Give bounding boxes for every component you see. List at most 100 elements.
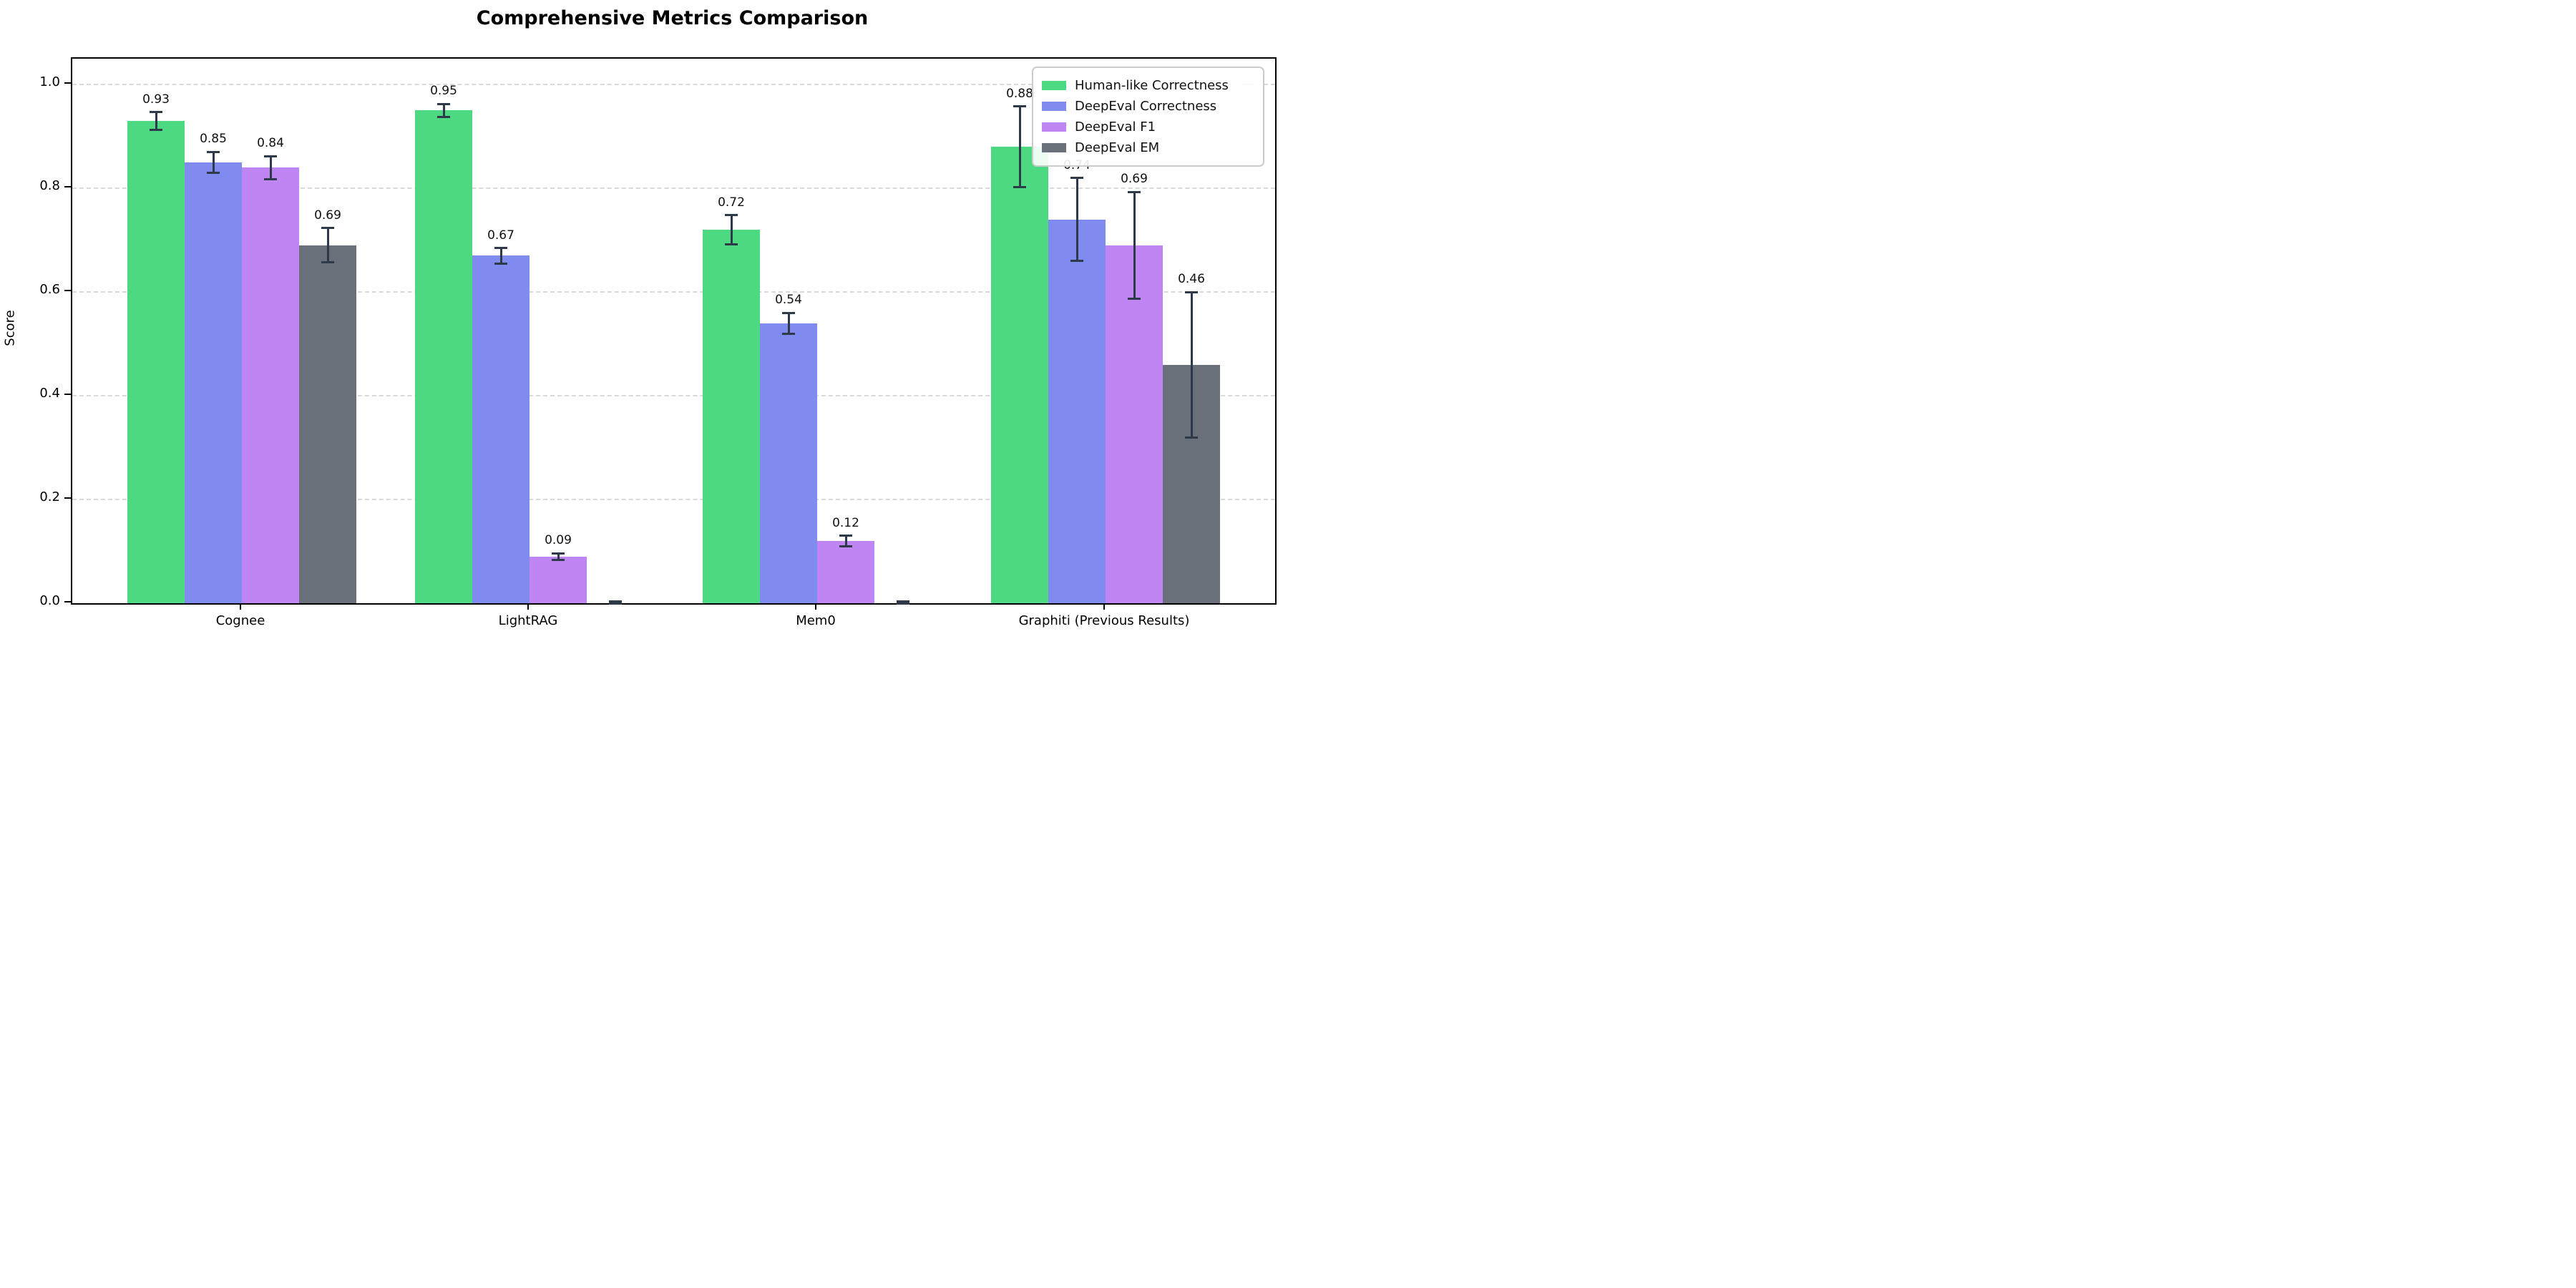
error-bar-cap: [839, 545, 852, 547]
metrics-comparison-chart: Comprehensive Metrics Comparison Score 0…: [0, 0, 1288, 644]
x-tick-label: Mem0: [796, 613, 836, 628]
legend-item: DeepEval Correctness: [1042, 96, 1254, 117]
error-bar: [499, 248, 502, 264]
bar-value-label: 0.67: [487, 228, 514, 243]
error-bar: [1133, 192, 1136, 299]
legend-swatch: [1042, 102, 1066, 111]
error-bar: [557, 553, 560, 560]
error-bar-cap: [1185, 436, 1198, 439]
error-bar: [787, 313, 790, 334]
legend-swatch: [1042, 81, 1066, 90]
x-tick-label: LightRAG: [498, 613, 558, 628]
error-bar-cap: [150, 111, 162, 114]
y-axis-tick: [64, 82, 71, 84]
gridline: [72, 187, 1275, 190]
y-tick-label: 0.4: [39, 386, 60, 401]
bar: [530, 556, 587, 603]
legend-label: Human-like Correctness: [1075, 78, 1229, 93]
bar: [127, 120, 185, 603]
error-bar-cap: [782, 311, 795, 314]
error-bar-cap: [552, 552, 565, 555]
legend-swatch: [1042, 143, 1066, 152]
error-bar-cap: [1070, 260, 1083, 263]
error-bar-cap: [321, 227, 334, 230]
legend-swatch: [1042, 122, 1066, 132]
bar-value-label: 0.88: [1006, 86, 1033, 101]
gridline: [72, 84, 1275, 86]
error-bar: [212, 152, 215, 173]
y-axis-tick: [64, 186, 71, 188]
error-bar-cap: [1070, 177, 1083, 180]
y-tick-label: 0.2: [39, 489, 60, 505]
chart-title: Comprehensive Metrics Comparison: [476, 7, 869, 29]
x-axis-tick: [815, 603, 816, 610]
error-bar: [1018, 106, 1021, 187]
bar-value-label: 0.54: [775, 293, 802, 308]
error-bar: [269, 156, 272, 180]
error-bar: [730, 215, 733, 245]
bar: [185, 162, 242, 603]
error-bar: [1190, 292, 1193, 438]
legend: Human-like Correctness DeepEval Correctne…: [1032, 67, 1264, 167]
bar-value-label: 0.84: [257, 136, 284, 151]
error-bar-cap: [437, 116, 450, 119]
y-axis-tick: [64, 394, 71, 396]
bar-value-label: 0.95: [430, 84, 457, 99]
error-bar-cap: [1128, 190, 1141, 193]
bar: [299, 245, 356, 603]
bar-value-label: 0.85: [200, 132, 227, 147]
x-tick-label: Graphiti (Previous Results): [1018, 613, 1190, 628]
error-bar-cap: [150, 128, 162, 131]
x-axis-tick: [527, 603, 529, 610]
y-tick-label: 0.6: [39, 282, 60, 298]
bar-value-label: 0.72: [718, 195, 745, 210]
x-axis-tick: [1103, 603, 1105, 610]
y-axis-label: Score: [2, 310, 18, 346]
plot-area: 0.930.950.720.880.850.670.540.740.840.09…: [71, 57, 1277, 605]
legend-label: DeepEval Correctness: [1075, 99, 1217, 114]
error-bar-cap: [264, 155, 277, 157]
error-bar-cap: [1013, 105, 1026, 108]
x-tick-label: Cognee: [215, 613, 265, 628]
error-bar: [844, 535, 847, 547]
error-bar-cap: [552, 558, 565, 561]
error-bar: [442, 104, 445, 117]
error-bar: [155, 112, 157, 130]
y-axis-tick: [64, 497, 71, 499]
error-bar-cap: [609, 602, 622, 605]
bar: [703, 230, 760, 603]
bar: [242, 167, 299, 603]
error-bar-cap: [1013, 186, 1026, 189]
y-axis-tick: [64, 290, 71, 292]
bar-value-label: 0.93: [142, 92, 170, 107]
bar-value-label: 0.69: [1121, 172, 1148, 187]
gridline: [72, 499, 1275, 501]
x-axis-tick: [240, 603, 241, 610]
error-bar-cap: [725, 243, 738, 245]
bar: [472, 255, 530, 603]
error-bar-cap: [207, 150, 220, 153]
y-axis-tick: [64, 601, 71, 602]
error-bar-cap: [782, 332, 795, 335]
bar: [415, 110, 472, 603]
legend-label: DeepEval EM: [1075, 140, 1160, 155]
bar: [1106, 245, 1163, 603]
error-bar-cap: [494, 247, 507, 250]
legend-item: DeepEval F1: [1042, 117, 1254, 137]
error-bar-cap: [437, 102, 450, 105]
error-bar-cap: [321, 261, 334, 264]
error-bar-cap: [1128, 298, 1141, 301]
error-bar-cap: [725, 214, 738, 217]
error-bar: [1075, 177, 1078, 261]
bar: [760, 323, 817, 603]
legend-item: Human-like Correctness: [1042, 75, 1254, 96]
y-tick-label: 0.8: [39, 178, 60, 194]
bar: [991, 147, 1048, 603]
error-bar-cap: [839, 535, 852, 537]
error-bar-cap: [264, 177, 277, 180]
bar-value-label: 0.46: [1178, 272, 1205, 287]
error-bar-cap: [494, 262, 507, 265]
gridline: [72, 291, 1275, 293]
error-bar-cap: [897, 600, 909, 603]
bar-value-label: 0.12: [832, 515, 859, 530]
